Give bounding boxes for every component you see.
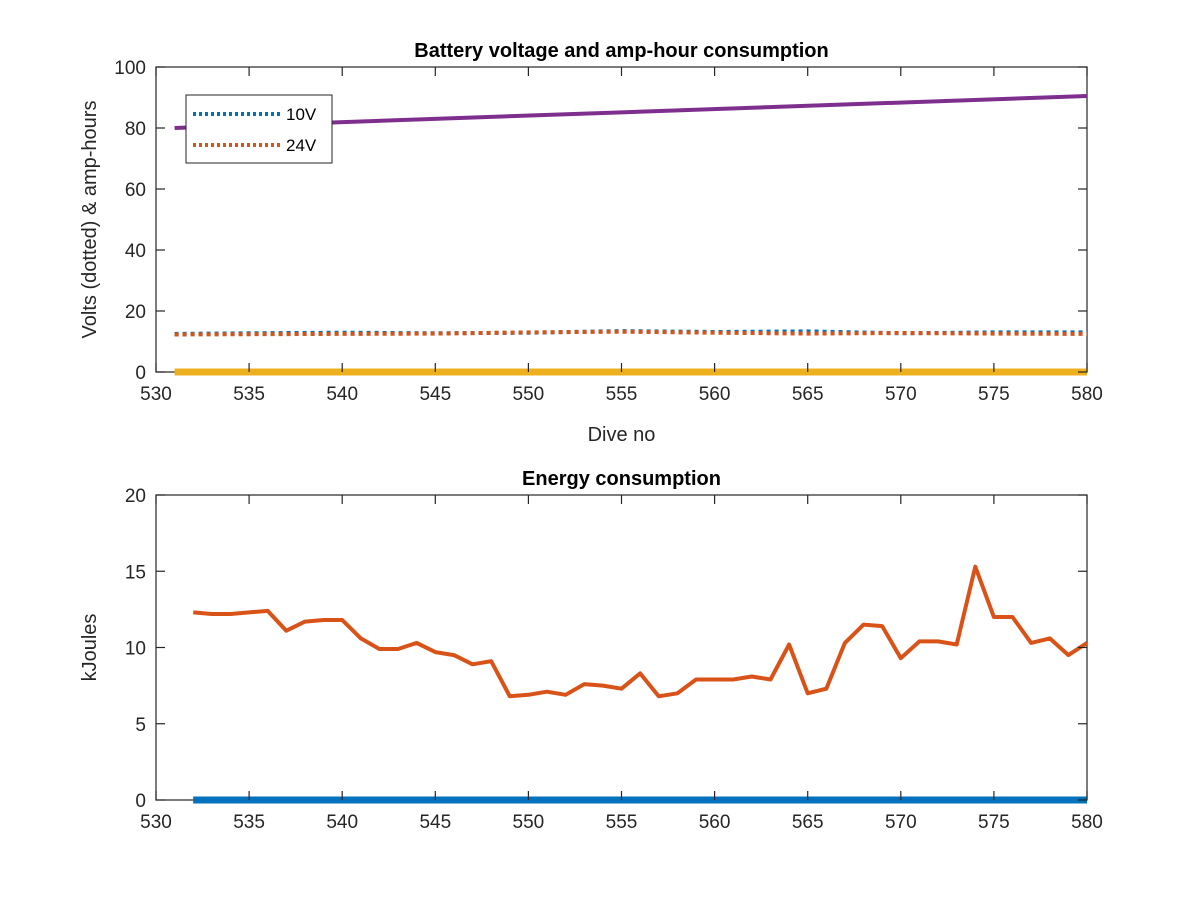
y-tick-label: 0 [135, 363, 146, 384]
x-tick-label: 560 [699, 384, 731, 405]
x-tick-label: 550 [513, 812, 545, 833]
y-tick-label: 40 [125, 241, 146, 262]
series-line-24v [174, 329, 1088, 337]
legend-label-24v: 24V [286, 136, 317, 155]
x-tick-label: 545 [419, 812, 451, 833]
voltage-subplot: 530 535 540 545 550 555 560 565 570 575 580 0 20 40 60… [79, 40, 1103, 446]
x-tick-label: 580 [1071, 384, 1103, 405]
series-line-line-0 [193, 564, 1089, 699]
voltage-legend: 10V 24V [185, 94, 333, 164]
x-tick-label: 560 [699, 812, 731, 833]
energy-series-group [193, 564, 1089, 804]
y-tick-label: 100 [114, 58, 146, 79]
x-tick-label: 580 [1071, 812, 1103, 833]
voltage-plot-title: Battery voltage and amp-hour consumption [414, 40, 828, 62]
x-tick-label: 535 [233, 812, 265, 833]
voltage-y-axis-label: Volts (dotted) & amp-hours [79, 101, 101, 339]
y-tick-label: 60 [125, 180, 146, 201]
energy-ticks: 530 535 540 545 550 555 560 565 570 575 580 0 5 10 15 2… [125, 486, 1103, 833]
energy-y-axis-label: kJoules [79, 614, 101, 682]
x-tick-label: 540 [326, 812, 358, 833]
x-tick-label: 565 [792, 384, 824, 405]
energy-plot-frame [155, 494, 1088, 801]
x-tick-label: 575 [978, 384, 1010, 405]
x-tick-label: 550 [513, 384, 545, 405]
energy-plot-title: Energy consumption [522, 468, 721, 490]
voltage-ticks: 530 535 540 545 550 555 560 565 570 575 580 0 20 40 60… [114, 58, 1103, 405]
energy-subplot: 530 535 540 545 550 555 560 565 570 575 580 0 5 10 15 2… [79, 468, 1103, 833]
y-tick-label: 20 [125, 302, 146, 323]
legend-label-10v: 10V [286, 105, 317, 124]
x-tick-label: 570 [885, 384, 917, 405]
y-tick-label: 5 [135, 715, 146, 736]
y-tick-label: 15 [125, 562, 146, 583]
x-tick-label: 545 [419, 384, 451, 405]
x-tick-label: 575 [978, 812, 1010, 833]
legend-box [185, 94, 333, 164]
x-tick-label: 555 [606, 812, 638, 833]
x-tick-label: 530 [140, 812, 172, 833]
x-tick-label: 530 [140, 384, 172, 405]
x-tick-label: 565 [792, 812, 824, 833]
y-tick-label: 20 [125, 486, 146, 507]
x-tick-label: 555 [606, 384, 638, 405]
x-tick-label: 570 [885, 812, 917, 833]
x-tick-label: 540 [326, 384, 358, 405]
voltage-x-axis-label: Dive no [588, 424, 656, 446]
y-tick-label: 80 [125, 119, 146, 140]
y-tick-label: 0 [135, 791, 146, 812]
x-tick-label: 535 [233, 384, 265, 405]
y-tick-label: 10 [125, 639, 146, 660]
